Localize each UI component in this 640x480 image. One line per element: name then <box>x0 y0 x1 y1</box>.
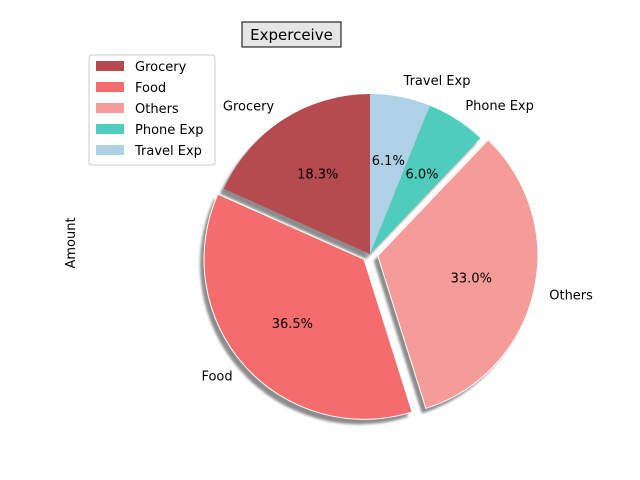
chart-title-box <box>241 21 342 48</box>
slice-label-grocery: Grocery <box>223 99 275 114</box>
slice-others <box>377 139 539 410</box>
slice-label-others: Others <box>549 289 593 304</box>
y-axis-label: Amount <box>64 217 79 268</box>
slice-travel-exp <box>370 94 430 254</box>
slice-percent-others: 33.0% <box>451 272 492 287</box>
legend-swatch-others <box>96 103 124 113</box>
chart-title: Experceive <box>250 26 333 44</box>
legend-swatch-food <box>96 82 124 92</box>
legend-label-phone-exp: Phone Exp <box>135 123 204 138</box>
legend: Grocery Food Others Phone Exp Travel Exp <box>88 54 216 166</box>
slice-labels: Grocery Food Others Phone Exp Travel Exp <box>201 74 593 384</box>
slice-phone-exp <box>370 105 481 254</box>
pie-slices <box>203 94 539 420</box>
legend-swatch-phone-exp <box>96 124 124 134</box>
slice-percent-travel-exp: 6.1% <box>372 154 405 169</box>
slice-percent-labels: 18.3% 36.5% 33.0% 6.0%6.1% <box>272 154 492 332</box>
legend-swatch-travel-exp <box>96 145 124 155</box>
legend-label-others: Others <box>135 102 179 117</box>
legend-swatch-grocery <box>96 61 124 71</box>
legend-label-grocery: Grocery <box>135 60 187 75</box>
slice-grocery <box>223 94 370 254</box>
slice-percent-grocery: 18.3% <box>297 167 338 182</box>
slice-label-food: Food <box>201 369 232 384</box>
slice-label-travel-exp: Travel Exp <box>403 74 471 89</box>
slice-percent-phone-exp: 6.0% <box>405 167 438 182</box>
legend-label-travel-exp: Travel Exp <box>134 144 202 159</box>
legend-label-food: Food <box>135 81 166 96</box>
slice-label-phone-exp: Phone Exp <box>465 99 534 114</box>
slice-food <box>203 193 413 420</box>
slice-percent-food: 36.5% <box>272 317 313 332</box>
